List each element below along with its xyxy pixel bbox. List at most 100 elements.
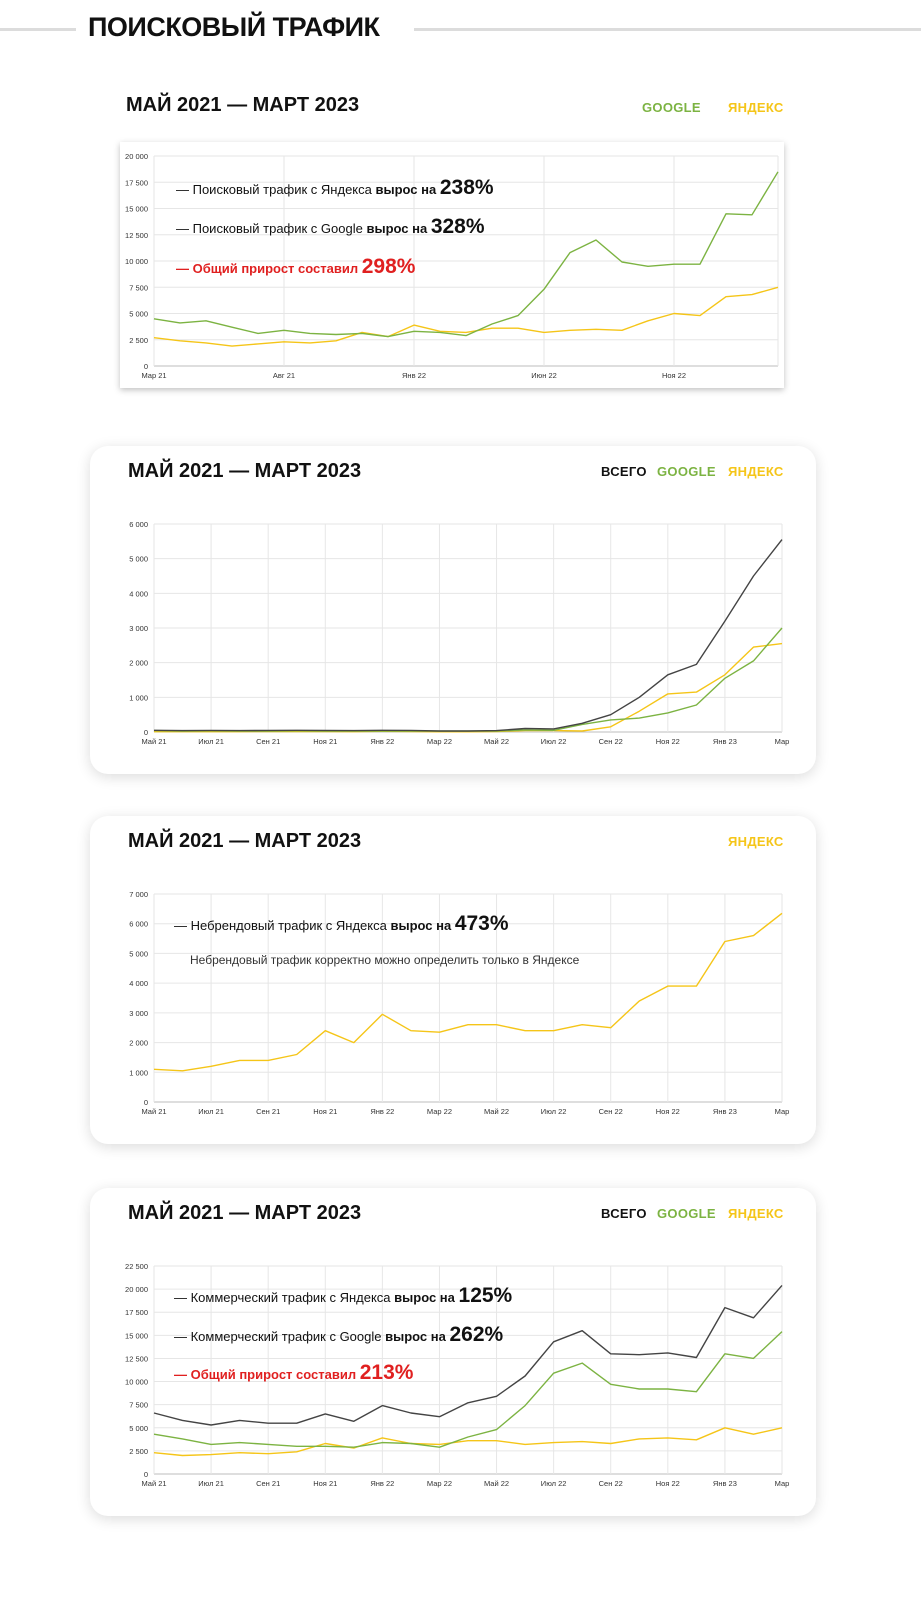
series-line-yandex — [153, 1427, 783, 1457]
x-tick-label: Мар 21 — [141, 371, 166, 380]
y-tick-label: 2 500 — [129, 1447, 148, 1456]
y-tick-label: 12 500 — [125, 1354, 148, 1363]
y-tick-label: 5 000 — [129, 1424, 148, 1433]
x-tick-label: Сен 21 — [256, 1107, 280, 1116]
y-tick-label: 4 000 — [129, 979, 148, 988]
header-divider-right — [414, 28, 921, 31]
y-tick-label: 2 500 — [129, 336, 148, 345]
chart-title: МАЙ 2021 — МАРТ 2023 — [128, 1202, 362, 1224]
y-tick-label: 5 000 — [129, 949, 148, 958]
chart-card-3: МАЙ 2021 — МАРТ 2023 ЯНДЕКС 0 1 000 2 000 3… — [90, 816, 816, 1144]
y-tick-label: 3 000 — [129, 1009, 148, 1018]
y-tick-label: 15 000 — [125, 1331, 148, 1340]
x-tick-label: Мар 22 — [427, 737, 452, 746]
legend-google: GOOGLE — [657, 464, 716, 479]
x-tick-label: Июн 22 — [531, 371, 557, 380]
x-tick-label: Мар — [775, 1479, 790, 1488]
x-tick-label: Ноя 22 — [656, 1107, 680, 1116]
x-tick-label: Июл 21 — [198, 1479, 224, 1488]
note-google-growth: — Коммерческий трафик с Google вырос на … — [174, 1323, 503, 1347]
y-tick-label: 0 — [144, 1470, 148, 1479]
y-tick-label: 15 000 — [125, 205, 148, 214]
y-tick-label: 0 — [144, 1098, 148, 1107]
note-value: 473% — [454, 912, 509, 935]
note-bold: вырос на — [394, 1290, 455, 1305]
note-text: — Коммерческий трафик с Яндекса — [174, 1290, 391, 1305]
note-text: — Общий прирост составил — [176, 261, 359, 276]
series-line-google — [153, 171, 779, 338]
x-tick-label: Июл 22 — [541, 1479, 567, 1488]
x-tick-label: Мар — [775, 737, 790, 746]
note-nonbrand-growth: — Небрендовый трафик с Яндекса вырос на … — [174, 912, 509, 936]
x-tick-label: Сен 21 — [256, 737, 280, 746]
x-tick-label: Сен 22 — [599, 1479, 623, 1488]
y-tick-label: 20 000 — [125, 1285, 148, 1294]
legend-total: ВСЕГО — [601, 464, 647, 479]
note-value: 238% — [439, 176, 494, 199]
x-tick-label: Май 22 — [484, 1107, 509, 1116]
page-title: ПОИСКОВЫЙ ТРАФИК — [88, 12, 380, 42]
y-tick-label: 2 000 — [129, 1039, 148, 1048]
legend-yandex: ЯНДЕКС — [728, 464, 784, 479]
chart-frame: 0 1 000 2 000 3 000 4 000 5 000 6 000 Май 21 Июл… — [110, 512, 800, 752]
x-tick-label: Янв 23 — [713, 1107, 737, 1116]
series-line-yandex — [153, 286, 779, 347]
x-tick-label: Май 22 — [484, 737, 509, 746]
line-chart: 0 1 000 2 000 3 000 4 000 5 000 6 000 Май 21 Июл… — [129, 520, 790, 746]
chart-frame: 0 2 500 5 000 7 500 10 000 12 500 15 000 17 500… — [120, 142, 784, 388]
x-tick-label: Мар — [775, 1107, 790, 1116]
line-chart: 0 2 500 5 000 7 500 10 000 12 500 15 000 17 500… — [125, 152, 779, 380]
note-value: 213% — [359, 1361, 414, 1384]
x-tick-label: Сен 22 — [599, 1107, 623, 1116]
note-bold: вырос на — [375, 182, 437, 197]
y-tick-label: 3 000 — [129, 624, 148, 633]
chart-card-2: МАЙ 2021 — МАРТ 2023 ВСЕГО GOOGLE ЯНДЕКС… — [90, 446, 816, 774]
y-tick-label: 2 000 — [129, 659, 148, 668]
y-tick-label: 17 500 — [125, 1308, 148, 1317]
y-tick-label: 20 000 — [125, 152, 148, 161]
x-tick-label: Май 21 — [141, 1107, 166, 1116]
y-tick-label: 10 000 — [125, 257, 148, 266]
note-text: — Небрендовый трафик с Яндекса — [174, 918, 387, 933]
note-yandex-growth: — Коммерческий трафик с Яндекса вырос на… — [174, 1284, 512, 1308]
header-divider-left — [0, 28, 76, 31]
chart-title: МАЙ 2021 — МАРТ 2023 — [128, 460, 362, 482]
chart-title: МАЙ 2021 — МАРТ 2023 — [128, 830, 362, 852]
y-tick-label: 6 000 — [129, 520, 148, 529]
series-line-google — [153, 1331, 783, 1448]
series-line-yandex — [153, 912, 783, 1072]
note-bold: вырос на — [366, 221, 428, 236]
note-value: 262% — [449, 1323, 504, 1346]
note-nonbrand-caption: Небрендовый трафик корректно можно опред… — [190, 953, 580, 967]
note-yandex-growth: — Поисковый трафик с Яндекса вырос на 23… — [176, 176, 494, 200]
x-tick-label: Янв 23 — [713, 737, 737, 746]
chart-frame: 0 1 000 2 000 3 000 4 000 5 000 6 000 7 000 Май … — [110, 882, 800, 1122]
series-line-yandex — [154, 642, 783, 733]
legend-yandex: ЯНДЕКС — [728, 834, 784, 849]
note-total-growth: — Общий прирост составил 213% — [174, 1361, 413, 1385]
y-tick-label: 1 000 — [129, 1068, 148, 1077]
x-tick-label: Янв 22 — [370, 737, 394, 746]
y-tick-label: 1 000 — [129, 693, 148, 702]
series-line-google — [153, 627, 783, 732]
x-tick-label: Янв 22 — [370, 1479, 394, 1488]
x-tick-label: Июл 22 — [541, 1107, 567, 1116]
y-tick-label: 5 000 — [129, 310, 148, 319]
note-value: 328% — [430, 215, 485, 238]
x-tick-label: Май 21 — [141, 1479, 166, 1488]
chart-frame: 0 2 500 5 000 7 500 10 000 12 500 15 000 17 500… — [110, 1254, 800, 1494]
y-tick-label: 7 500 — [129, 1401, 148, 1410]
x-tick-label: Июл 22 — [541, 737, 567, 746]
series-line-total — [153, 539, 783, 732]
x-tick-label: Мар 22 — [427, 1479, 452, 1488]
legend-total: ВСЕГО — [601, 1206, 647, 1221]
legend-google: GOOGLE — [657, 1206, 716, 1221]
x-tick-label: Авг 21 — [273, 371, 295, 380]
x-tick-label: Ноя 22 — [656, 1479, 680, 1488]
x-tick-label: Ноя 21 — [313, 1107, 337, 1116]
legend-google: GOOGLE — [642, 100, 701, 115]
note-google-growth: — Поисковый трафик с Google вырос на 328… — [176, 215, 485, 239]
y-tick-label: 0 — [144, 728, 148, 737]
series-line-total — [153, 1284, 783, 1426]
x-tick-label: Ноя 22 — [656, 737, 680, 746]
